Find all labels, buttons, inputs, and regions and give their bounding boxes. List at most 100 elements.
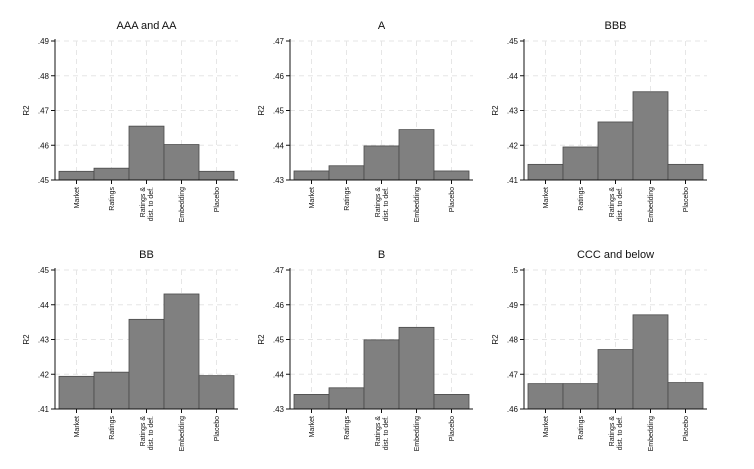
x-tick-label: Ratings [109, 416, 116, 440]
y-tick-label: .43 [38, 336, 50, 345]
bar [93, 167, 130, 181]
x-tick-label: Ratings &dist. to def. [140, 187, 155, 222]
bar [398, 129, 435, 181]
y-tick-label: .47 [507, 370, 519, 379]
bar [58, 170, 95, 181]
bar [562, 383, 599, 410]
x-tick-label: Placebo [449, 416, 456, 441]
chart-panel: BBB .41 .42 .43 .44 .45 R2 Market Ratings Ratings… [491, 20, 707, 222]
x-tick-label: Placebo [214, 416, 221, 441]
x-tick-label: Placebo [683, 187, 690, 212]
x-tick-label: Placebo [214, 187, 221, 212]
x-tick-label: Market [309, 416, 316, 437]
bar [328, 165, 365, 181]
bar [632, 314, 669, 410]
x-tick-label: Market [309, 187, 316, 208]
bar [363, 339, 400, 410]
x-tick-label: Ratings [344, 416, 351, 440]
bar [562, 146, 599, 181]
y-axis-label: R2 [257, 105, 266, 116]
x-tick-label: Ratings &dist. to def. [375, 187, 390, 222]
x-tick-label: Ratings [344, 187, 351, 211]
y-tick-label: .48 [38, 72, 50, 81]
y-tick-label: .47 [273, 266, 285, 275]
bar [667, 163, 704, 181]
y-tick-label: .49 [507, 301, 519, 310]
y-tick-label: .45 [273, 336, 285, 345]
y-tick-label: .41 [507, 176, 519, 185]
chart-panel: AAA and AA .45 .46 .47 .48 .49 R2 Market Ratings… [22, 20, 238, 222]
y-tick-label: .43 [273, 176, 285, 185]
x-tick-label: Ratings &dist. to def. [375, 416, 390, 451]
x-tick-label: Embedding [648, 187, 655, 223]
x-tick-label: Embedding [414, 416, 421, 452]
chart-title: BB [139, 249, 154, 261]
bar [128, 318, 165, 410]
y-tick-label: .46 [273, 72, 285, 81]
y-tick-label: .41 [38, 405, 50, 414]
y-tick-label: .44 [273, 141, 285, 150]
y-tick-label: .44 [273, 370, 285, 379]
bar [328, 387, 365, 410]
y-tick-label: .46 [507, 405, 519, 414]
y-tick-label: .44 [38, 301, 50, 310]
bar [433, 170, 470, 181]
chart-panel: CCC and below .46 .47 .48 .49 .5 R2 Market Ratin… [491, 249, 707, 451]
x-tick-label: Ratings [578, 187, 585, 211]
y-tick-label: .42 [507, 141, 519, 150]
chart-title: A [378, 20, 386, 32]
bar [433, 394, 470, 410]
x-tick-label: Ratings &dist. to def. [140, 416, 155, 451]
x-tick-label: Embedding [179, 187, 186, 223]
x-tick-label: Placebo [449, 187, 456, 212]
x-tick-label: Ratings &dist. to def. [609, 187, 624, 222]
bar [198, 375, 235, 410]
y-tick-label: .46 [273, 301, 285, 310]
chart-title: BBB [604, 20, 626, 32]
chart-title: AAA and AA [117, 20, 178, 32]
bar [363, 145, 400, 181]
x-tick-label: Market [543, 187, 550, 208]
x-tick-label: Placebo [683, 416, 690, 441]
y-tick-label: .45 [507, 37, 519, 46]
x-tick-label: Ratings [109, 187, 116, 211]
y-tick-label: .45 [273, 107, 285, 116]
x-tick-label: Embedding [179, 416, 186, 452]
x-tick-label: Embedding [648, 416, 655, 452]
y-axis-label: R2 [257, 334, 266, 345]
bar [632, 91, 669, 181]
bar [58, 375, 95, 410]
y-axis-label: R2 [491, 105, 500, 116]
bar [198, 170, 235, 181]
bar [527, 163, 564, 181]
y-tick-label: .43 [273, 405, 285, 414]
y-tick-label: .5 [511, 266, 518, 275]
x-tick-label: Market [543, 416, 550, 437]
bar [293, 394, 330, 410]
chart-title: CCC and below [577, 249, 654, 261]
y-axis-label: R2 [491, 334, 500, 345]
y-tick-label: .45 [38, 176, 50, 185]
bar [597, 121, 634, 181]
chart-panel: BB .41 .42 .43 .44 .45 R2 Market Ratings Ratings … [22, 249, 238, 451]
bar [527, 383, 564, 410]
y-axis-label: R2 [22, 105, 31, 116]
bar [597, 349, 634, 410]
y-tick-label: .47 [38, 107, 50, 116]
bar [163, 293, 200, 410]
x-tick-label: Market [74, 416, 81, 437]
bar [163, 144, 200, 181]
y-tick-label: .43 [507, 107, 519, 116]
bar [398, 326, 435, 410]
chart-panel: A .43 .44 .45 .46 .47 R2 Market Ratings Ratings &… [257, 20, 473, 222]
y-tick-label: .47 [273, 37, 285, 46]
x-tick-label: Embedding [414, 187, 421, 223]
chart-title: B [378, 249, 385, 261]
bar [93, 371, 130, 410]
bar [293, 170, 330, 181]
bar [667, 382, 704, 410]
chart-panel: B .43 .44 .45 .46 .47 R2 Market Ratings Ratings &… [257, 249, 473, 451]
y-tick-label: .48 [507, 336, 519, 345]
y-tick-label: .46 [38, 141, 50, 150]
